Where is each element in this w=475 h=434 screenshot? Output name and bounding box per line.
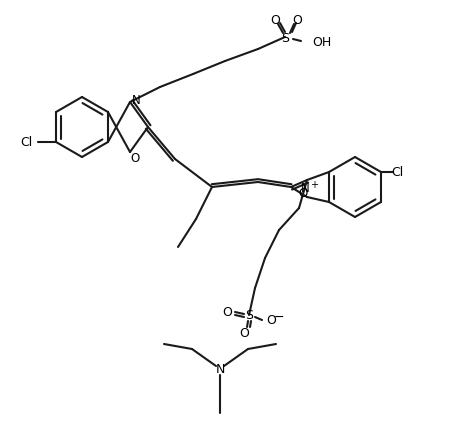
Text: O: O — [266, 314, 276, 327]
Text: Cl: Cl — [20, 136, 32, 149]
Text: −: − — [274, 310, 284, 323]
Text: O: O — [292, 13, 302, 26]
Text: N: N — [301, 182, 309, 195]
Text: OH: OH — [312, 36, 331, 48]
Text: S: S — [245, 309, 253, 322]
Text: O: O — [239, 327, 249, 340]
Text: O: O — [130, 152, 140, 165]
Text: O: O — [270, 13, 280, 26]
Text: +: + — [310, 180, 318, 190]
Text: S: S — [281, 31, 289, 44]
Text: N: N — [215, 363, 225, 376]
Text: O: O — [222, 306, 232, 319]
Text: N: N — [132, 93, 141, 106]
Text: O: O — [298, 187, 308, 200]
Text: Cl: Cl — [391, 166, 403, 179]
